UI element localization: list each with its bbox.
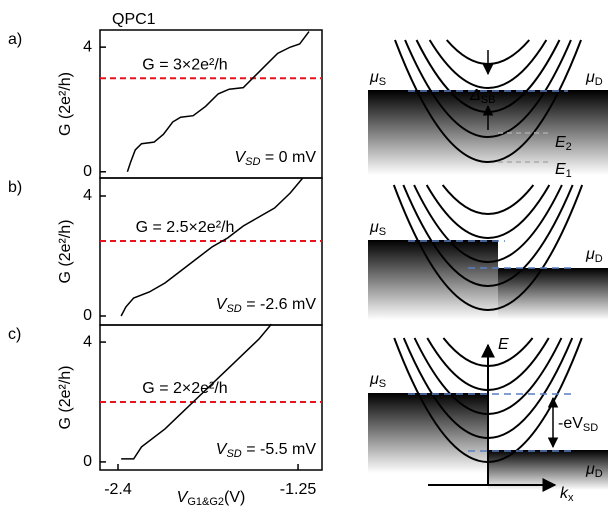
y-tick-label: 0	[83, 453, 92, 470]
panel-label: b)	[8, 179, 22, 196]
conductance-line	[126, 31, 310, 173]
y-tick-label: 4	[83, 333, 92, 350]
shading	[368, 90, 608, 175]
conductance-line	[121, 323, 273, 460]
vsd-sub: SD	[245, 156, 260, 168]
vsd-value: = -5.5 mV	[242, 441, 317, 458]
subband	[392, 184, 584, 311]
vsd-value: = 0 mV	[260, 149, 316, 166]
y-axis-label: G (2e²/h)	[57, 72, 74, 136]
x-axis-label: VG1&G2(V)	[177, 489, 246, 508]
mu-d: μD	[585, 461, 603, 480]
chart-title: QPC1	[112, 11, 156, 28]
conductance-line	[120, 177, 304, 317]
subband	[413, 184, 563, 263]
reference-label: G = 2×2e²/h	[142, 380, 227, 397]
vsd-sub: SD	[226, 303, 241, 315]
subband	[394, 39, 582, 163]
e1: E1	[555, 161, 572, 180]
panel-label: c)	[8, 326, 21, 343]
band-diagram-c: E kx μS -eVSD μD	[368, 336, 608, 504]
y-tick-label: 4	[83, 38, 92, 55]
mu-s: μS	[369, 69, 386, 88]
x-sub: G1&G2	[187, 496, 224, 508]
mu-s: μS	[369, 219, 386, 238]
delta-sb: ΔSB	[469, 87, 495, 106]
subband	[425, 184, 551, 239]
x-tick-label: -1.25	[280, 481, 317, 498]
e2: E2	[555, 134, 572, 153]
y-axis-label: G (2e²/h)	[57, 365, 74, 429]
shading	[498, 268, 608, 320]
band-diagram-a: μS μD ΔSB E2 E1	[368, 39, 608, 180]
x-tick-label: -2.4	[104, 481, 132, 498]
ev-sd: -eVSD	[558, 415, 598, 434]
band-diagram-b: μS μD	[368, 184, 608, 320]
mu-d: μD	[585, 246, 603, 265]
reference-label: G = 3×2e²/h	[142, 57, 227, 74]
subband	[404, 39, 572, 138]
subband	[402, 184, 574, 287]
plot-frame	[99, 324, 323, 471]
mu-d: μD	[585, 69, 603, 88]
reference-label: G = 2.5×2e²/h	[136, 219, 235, 236]
kx-label: kx	[560, 485, 574, 504]
vsd-symbol: V	[234, 149, 246, 166]
subband	[441, 184, 535, 215]
shading	[368, 240, 498, 320]
vsd-label: VSD = -2.6 mV	[216, 296, 317, 315]
y-tick-label: 4	[83, 187, 92, 204]
subband	[428, 39, 548, 89]
mu-s: μS	[369, 371, 386, 390]
subbands	[392, 184, 584, 311]
x-symbol: V	[177, 489, 189, 506]
vsd-sub: SD	[226, 448, 241, 460]
vsd-label: VSD = 0 mV	[234, 149, 316, 168]
y-axis-label: G (2e²/h)	[57, 219, 74, 283]
y-tick-label: 0	[83, 163, 92, 180]
e-label: E	[498, 336, 509, 353]
vsd-symbol: V	[216, 296, 228, 313]
vsd-value: = -2.6 mV	[242, 296, 317, 313]
panel-label: a)	[8, 31, 22, 48]
vsd-symbol: V	[216, 441, 228, 458]
x-unit: (V)	[224, 489, 245, 506]
vsd-label: VSD = -5.5 mV	[216, 441, 317, 460]
y-tick-label: 0	[83, 307, 92, 324]
